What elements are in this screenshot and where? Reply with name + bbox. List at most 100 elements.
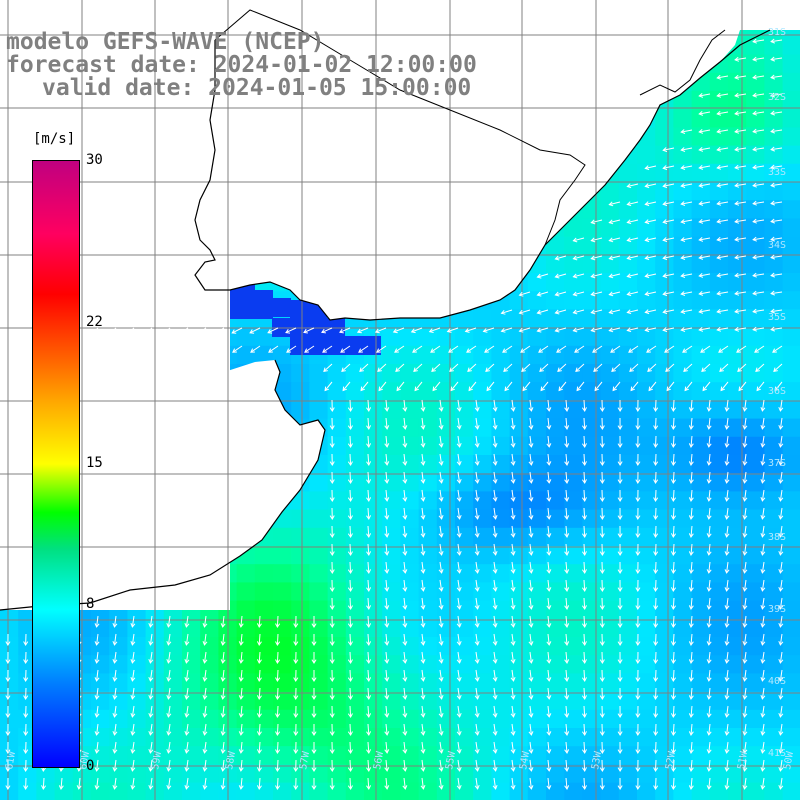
- wind-arrow-head: [698, 165, 704, 170]
- wind-arrow-head: [770, 200, 775, 206]
- wind-arrow: [779, 777, 783, 789]
- wind-arrow: [555, 291, 567, 296]
- speed-cell: [163, 764, 183, 784]
- wind-arrow-head: [760, 587, 766, 592]
- wind-arrow-head: [202, 767, 208, 772]
- speed-cell: [546, 418, 565, 438]
- wind-arrow: [681, 165, 693, 169]
- speed-cell: [491, 691, 511, 711]
- wind-arrow-head: [581, 407, 587, 412]
- wind-arrow-head: [23, 695, 29, 700]
- wind-arrow: [222, 741, 225, 753]
- speed-cell: [236, 600, 256, 620]
- wind-arrow: [771, 165, 783, 169]
- speed-cell: [127, 673, 147, 693]
- wind-arrow: [385, 615, 388, 627]
- speed-cell: [345, 546, 365, 565]
- wind-arrow-head: [564, 479, 570, 484]
- speed-cell: [600, 436, 620, 456]
- wind-arrow-head: [528, 551, 534, 556]
- speed-cell: [746, 782, 765, 800]
- wind-arrow-head: [688, 443, 694, 448]
- speed-cell: [163, 637, 183, 656]
- wind-arrow: [719, 363, 729, 372]
- speed-cell: [455, 345, 474, 365]
- wind-arrow: [583, 651, 586, 664]
- wind-arrow-head: [329, 695, 335, 700]
- wind-arrow-head: [420, 605, 426, 610]
- wind-arrow-head: [742, 587, 748, 592]
- speed-cell: [509, 600, 529, 620]
- wind-arrow-head: [5, 731, 11, 736]
- speed-cell: [746, 54, 765, 74]
- wind-arrow-head: [536, 291, 542, 297]
- wind-arrow-head: [680, 129, 686, 134]
- wind-arrow-head: [474, 515, 480, 520]
- wind-arrow: [583, 759, 586, 772]
- speed-cell: [673, 127, 693, 147]
- wind-arrow-head: [760, 677, 766, 682]
- wind-arrow-head: [238, 749, 244, 754]
- wind-arrow: [466, 345, 477, 353]
- speed-cell: [254, 600, 274, 620]
- wind-arrow: [761, 561, 765, 573]
- speed-cell: [0, 691, 19, 711]
- speed-cell: [564, 691, 583, 711]
- speed-cell: [509, 327, 529, 347]
- wind-arrow-head: [608, 201, 614, 207]
- wind-arrow-head: [752, 110, 757, 116]
- wind-arrow: [565, 777, 568, 790]
- lat-label: 34S: [768, 240, 786, 251]
- wind-arrow: [708, 723, 711, 735]
- wind-arrow: [738, 381, 747, 391]
- wind-arrow-head: [653, 659, 659, 664]
- wind-arrow-head: [420, 569, 426, 574]
- wind-arrow-head: [466, 348, 471, 353]
- wind-arrow: [529, 723, 532, 735]
- wind-arrow-head: [384, 407, 390, 412]
- wind-arrow: [403, 705, 406, 717]
- wind-arrow: [519, 327, 531, 332]
- wind-arrow: [349, 525, 352, 538]
- wind-arrow-head: [760, 479, 766, 484]
- speed-cell: [527, 291, 547, 310]
- speed-cell: [618, 564, 638, 583]
- speed-cell: [709, 91, 729, 110]
- wind-arrow: [149, 741, 153, 753]
- speed-cell: [709, 163, 729, 183]
- wind-arrow: [493, 579, 497, 591]
- speed-cell: [637, 709, 656, 729]
- speed-cell: [182, 655, 201, 674]
- wind-arrow-head: [347, 461, 353, 466]
- wind-arrow-head: [778, 623, 784, 628]
- speed-cell: [327, 673, 347, 693]
- wind-arrow-head: [599, 749, 605, 754]
- wind-arrow-head: [456, 677, 462, 682]
- speed-cell: [728, 618, 747, 638]
- wind-arrow-head: [706, 569, 712, 574]
- speed-cell: [782, 436, 800, 456]
- speed-cell: [327, 782, 347, 800]
- colorbar-tick-label: 30: [86, 152, 103, 168]
- speed-cell: [655, 436, 674, 456]
- speed-cell: [400, 782, 420, 800]
- speed-cell: [746, 455, 765, 474]
- speed-cell: [382, 709, 401, 729]
- speed-cell: [273, 746, 292, 765]
- speed-cell: [364, 618, 383, 638]
- wind-arrow-head: [366, 569, 372, 574]
- wind-arrow-head: [402, 677, 408, 682]
- wind-arrow: [349, 597, 352, 610]
- wind-arrow: [222, 777, 225, 789]
- wind-arrow-head: [456, 407, 462, 412]
- wind-arrow: [672, 615, 675, 628]
- wind-arrow: [761, 543, 765, 555]
- wind-arrow: [672, 453, 675, 466]
- wind-arrow-head: [456, 533, 462, 538]
- wind-arrow-head: [772, 348, 777, 353]
- speed-cell: [600, 709, 620, 729]
- wind-arrow: [414, 381, 423, 391]
- wind-arrow-head: [546, 425, 552, 430]
- wind-arrow: [645, 183, 657, 187]
- wind-arrow: [96, 669, 99, 681]
